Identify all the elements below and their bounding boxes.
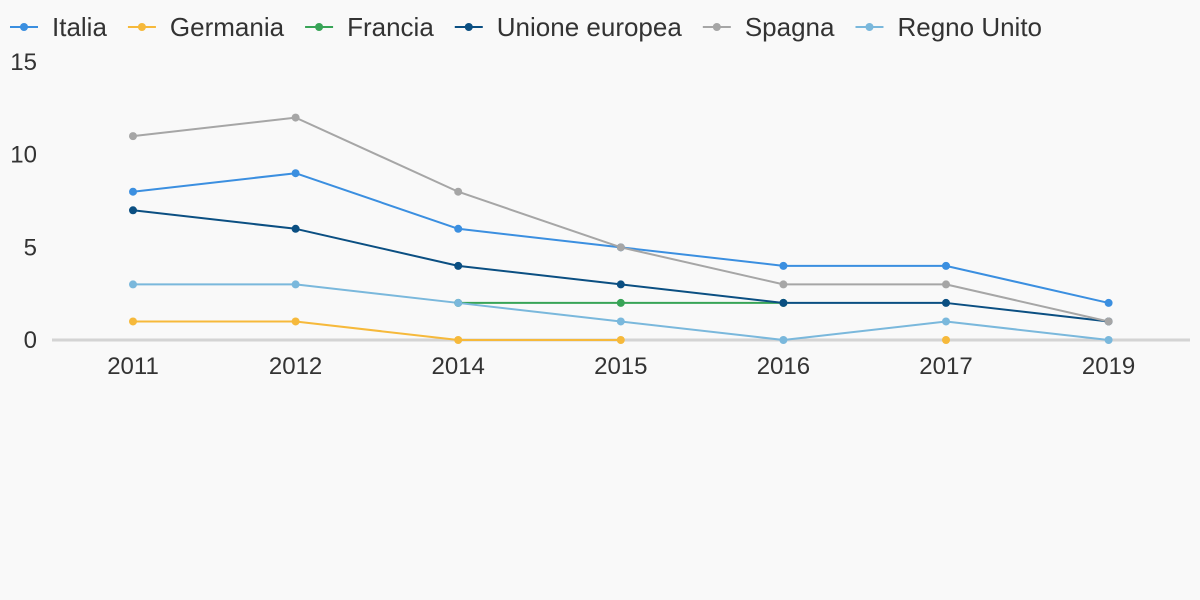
data-point-spagna <box>129 132 137 141</box>
legend: Italia Germania Francia Unione europea Spagn… <box>10 12 1042 42</box>
x-tick-label: 2017 <box>919 353 972 380</box>
series-points <box>129 113 1113 344</box>
y-axis: 0 5 10 15 <box>10 49 37 354</box>
x-tick-label: 2016 <box>757 353 810 380</box>
y-tick-label: 10 <box>10 142 37 169</box>
legend-label: Spagna <box>745 12 835 42</box>
x-axis: 2011 2012 2014 2015 2016 2017 2019 <box>107 353 1135 380</box>
legend-label: Italia <box>52 12 107 42</box>
legend-item-germania: Germania <box>127 12 285 42</box>
data-point-italia <box>454 224 463 233</box>
data-point-germania <box>616 336 625 344</box>
data-point-unione-europea <box>616 280 625 289</box>
data-point-germania <box>454 336 463 344</box>
y-tick-label: 15 <box>10 49 37 76</box>
data-point-italia <box>1104 298 1113 307</box>
legend-marker-icon <box>137 23 146 31</box>
data-point-regno-unito <box>616 317 625 326</box>
series-line-spagna <box>132 116 1109 323</box>
x-tick-label: 2019 <box>1082 353 1135 380</box>
legend-item-unione-europea: Unione europea <box>454 12 683 42</box>
x-tick-label: 2011 <box>107 353 159 380</box>
data-point-regno-unito <box>454 298 463 307</box>
legend-label: Francia <box>347 12 434 42</box>
legend-item-spagna: Spagna <box>702 12 835 42</box>
data-point-germania <box>942 336 950 344</box>
legend-marker-icon <box>712 23 721 31</box>
legend-item-regno-unito: Regno Unito <box>855 12 1042 42</box>
data-point-regno-unito <box>1104 336 1113 344</box>
data-point-spagna <box>454 187 463 196</box>
y-tick-label: 0 <box>24 327 37 354</box>
legend-marker-icon <box>464 23 473 31</box>
legend-marker-icon <box>20 23 28 31</box>
data-point-germania <box>129 317 137 326</box>
data-point-unione-europea <box>779 298 788 307</box>
data-point-unione-europea <box>942 298 950 307</box>
y-tick-label: 5 <box>24 234 37 261</box>
data-point-unione-europea <box>454 261 463 270</box>
data-point-italia <box>779 261 788 270</box>
legend-label: Germania <box>170 12 285 42</box>
data-point-italia <box>291 169 300 178</box>
x-tick-label: 2015 <box>594 353 647 380</box>
data-point-francia <box>616 298 625 307</box>
data-point-regno-unito <box>779 336 788 344</box>
data-point-italia <box>129 187 137 196</box>
data-point-spagna <box>616 243 625 252</box>
legend-item-italia: Italia <box>10 12 107 42</box>
legend-label: Regno Unito <box>897 12 1042 42</box>
data-point-regno-unito <box>942 317 950 326</box>
series-line-germania <box>133 320 621 341</box>
data-point-germania <box>291 317 300 326</box>
legend-marker-icon <box>315 23 324 31</box>
x-tick-label: 2014 <box>432 353 485 380</box>
data-point-spagna <box>942 280 950 289</box>
data-point-spagna <box>779 280 788 289</box>
legend-marker-icon <box>865 23 874 31</box>
legend-item-francia: Francia <box>305 12 434 42</box>
data-point-unione-europea <box>291 224 300 233</box>
series-line-regno-unito <box>133 283 1109 341</box>
data-point-unione-europea <box>129 206 137 215</box>
data-point-spagna <box>1104 317 1113 326</box>
data-point-regno-unito <box>291 280 300 289</box>
x-tick-label: 2012 <box>269 353 322 380</box>
data-point-italia <box>942 261 950 270</box>
data-point-spagna <box>291 113 300 122</box>
data-point-regno-unito <box>129 280 137 289</box>
legend-label: Unione europea <box>497 12 683 42</box>
